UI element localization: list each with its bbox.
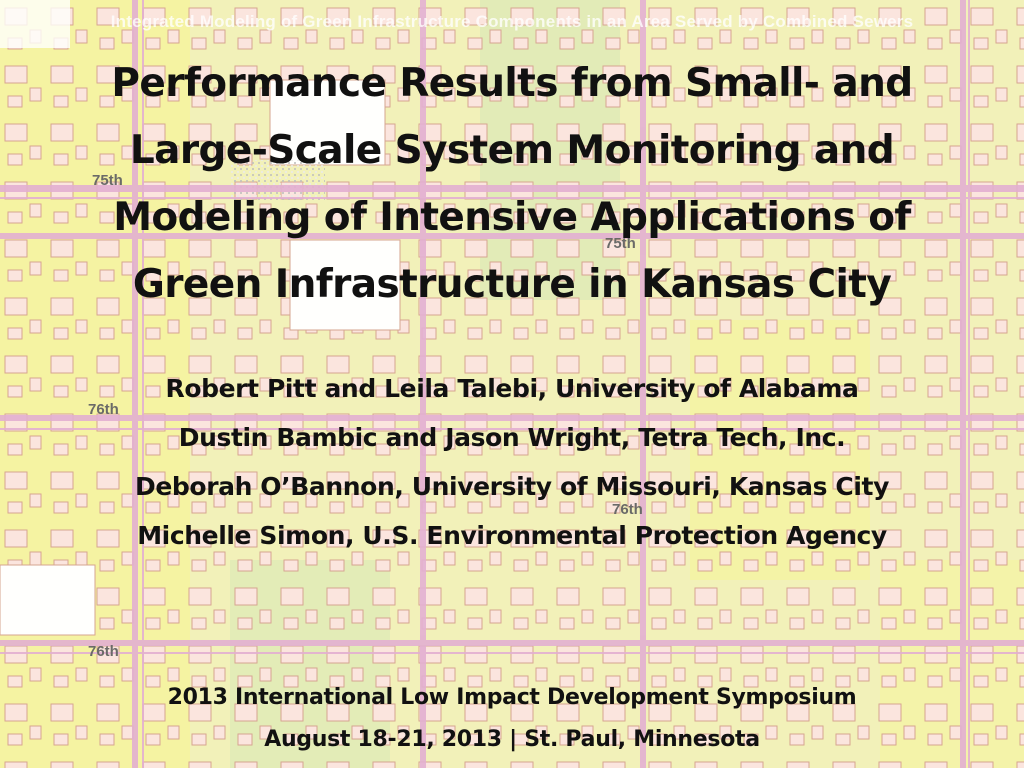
street-label-76th-east: 76th bbox=[612, 501, 643, 518]
conference-name: 2013 International Low Impact Developmen… bbox=[167, 685, 857, 710]
author-list: Robert Pitt and Leila Talebi, University… bbox=[20, 364, 1004, 560]
author-line-4: Michelle Simon, U.S. Environmental Prote… bbox=[137, 521, 887, 550]
street-label-76th-south: 76th bbox=[88, 643, 119, 660]
conference-info: 2013 International Low Impact Developmen… bbox=[20, 677, 1004, 761]
author-line-3: Deborah O’Bannon, University of Missouri… bbox=[135, 472, 889, 501]
title-line-1: Performance Results from Small- and bbox=[111, 61, 913, 106]
author-line-2: Dustin Bambic and Jason Wright, Tetra Te… bbox=[178, 423, 846, 452]
street-label-76th-west: 76th bbox=[88, 401, 119, 418]
slide-title: Performance Results from Small- and Larg… bbox=[20, 50, 1004, 318]
title-line-3: Modeling of Intensive Applications of bbox=[113, 195, 911, 240]
street-label-75th-west: 75th bbox=[92, 172, 123, 189]
street-label-75th-east: 75th bbox=[605, 235, 636, 252]
author-line-1: Robert Pitt and Leila Talebi, University… bbox=[165, 374, 859, 403]
title-line-4: Green Infrastructure in Kansas City bbox=[132, 262, 892, 307]
conference-date-location: August 18-21, 2013 | St. Paul, Minnesota bbox=[264, 727, 760, 752]
header-banner: Integrated Modeling of Green Infrastruct… bbox=[110, 12, 914, 31]
title-line-2: Large-Scale System Monitoring and bbox=[129, 128, 895, 173]
